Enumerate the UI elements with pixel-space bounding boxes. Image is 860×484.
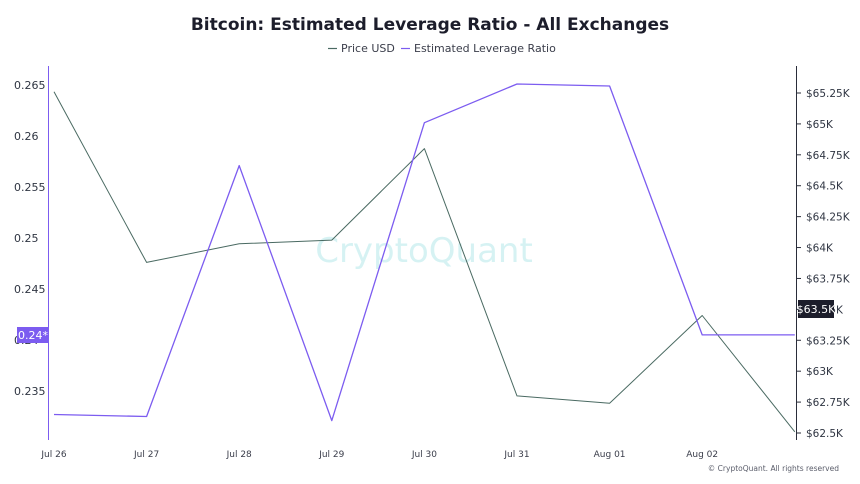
right-tick-label: $62.75K <box>806 397 851 409</box>
copyright: © CryptoQuant. All rights reserved <box>708 464 839 473</box>
leverage-ratio-line <box>53 83 795 422</box>
chart-title: Bitcoin: Estimated Leverage Ratio - All … <box>191 15 669 35</box>
right-tick-label: $64.75K <box>806 150 851 162</box>
x-tick-label: Jul 28 <box>226 450 252 460</box>
right-tick-label: $63.75K <box>806 273 851 285</box>
legend-item-price[interactable]: Price USD <box>328 42 395 55</box>
x-tick-label: Aug 02 <box>686 450 718 460</box>
watermark: CryptoQuant <box>315 231 533 271</box>
leverage-badge-box <box>17 327 49 343</box>
leverage-current-badge: 0.24* <box>17 327 49 343</box>
right-tick-label: $64.5K <box>806 181 844 193</box>
right-tick-label: $63.25K <box>806 335 851 347</box>
price-badge-box <box>798 300 834 318</box>
x-tick-label: Jul 27 <box>133 450 159 460</box>
x-tick-label: Jul 26 <box>40 450 66 460</box>
price-current-badge: $63.5K <box>797 300 836 318</box>
left-tick-label: 0.25 <box>14 232 39 245</box>
left-tick-label: 0.255 <box>14 181 46 194</box>
right-tick-label: $64K <box>806 243 834 255</box>
x-tick-label: Jul 31 <box>503 450 529 460</box>
right-tick-label: $64.25K <box>806 212 851 224</box>
right-tick-label: $65.25K <box>806 88 851 100</box>
x-tick-label: Aug 01 <box>594 450 626 460</box>
x-axis-ticks: Jul 26 Jul 27 Jul 28 Jul 29 Jul 30 Jul 31 Aug … <box>40 450 718 460</box>
left-tick-label: 0.245 <box>14 283 46 296</box>
legend-label-price: Price USD <box>341 42 395 55</box>
right-tick-label: $63K <box>806 366 834 378</box>
right-tick-label: $62.5K <box>806 428 844 440</box>
legend: Price USD Estimated Leverage Ratio <box>328 42 556 55</box>
legend-label-leverage: Estimated Leverage Ratio <box>414 42 556 55</box>
price-usd-line <box>53 91 796 433</box>
left-tick-label: 0.265 <box>14 79 46 92</box>
legend-item-leverage[interactable]: Estimated Leverage Ratio <box>401 42 556 55</box>
x-tick-label: Jul 30 <box>411 450 437 460</box>
x-tick-label: Jul 29 <box>318 450 344 460</box>
series-layer <box>53 83 796 433</box>
left-tick-label: 0.26 <box>14 130 39 143</box>
price-badge-text: $63.5K <box>797 303 836 316</box>
right-tick-label: $65K <box>806 119 834 131</box>
left-tick-label: 0.235 <box>14 385 46 398</box>
right-axis-ticks: $65.25K $65K $64.75K $64.5K $64.25K $64K $63.7… <box>796 88 851 440</box>
leverage-badge-text: 0.24* <box>18 329 48 342</box>
